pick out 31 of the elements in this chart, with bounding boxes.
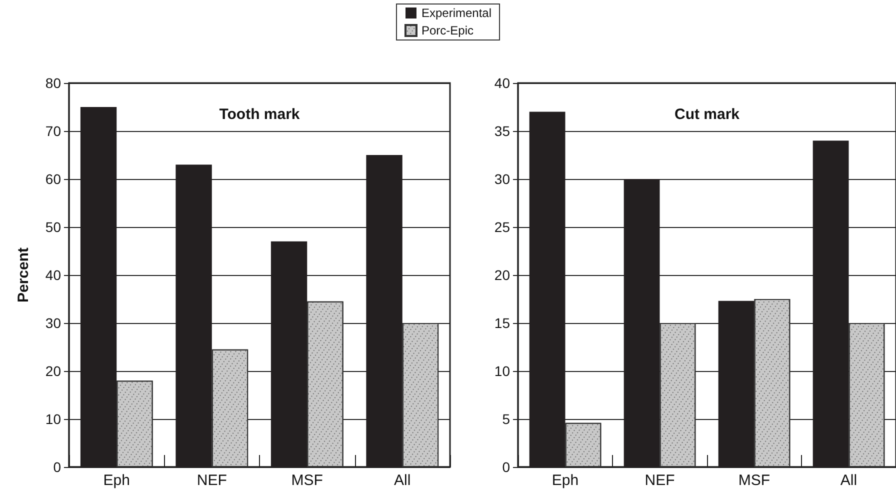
text: Cut mark [674, 106, 740, 123]
y-tick-label: 10 [494, 363, 510, 379]
y-tick-label: 60 [45, 171, 62, 187]
x-tick-label: NEF [196, 472, 227, 489]
y-tick-label: 30 [494, 171, 510, 187]
y-axis-title: Percent [15, 247, 32, 303]
x-tick-label: MSF [738, 472, 770, 489]
y-tick-label: 25 [494, 219, 510, 235]
x-tick-label: All [394, 472, 411, 489]
y-tick-label: 40 [494, 75, 510, 91]
y-tick-label: 40 [45, 267, 62, 283]
y-tick-label: 0 [502, 459, 510, 475]
y-tick-label: 35 [494, 123, 510, 139]
y-tick-label: 20 [494, 267, 510, 283]
y-tick-label: 15 [494, 315, 510, 331]
legend-label: Porc-Epic [421, 24, 474, 38]
x-tick-label: Eph [103, 472, 130, 489]
y-tick-label: 50 [45, 219, 62, 235]
y-tick-label: 0 [53, 459, 62, 475]
y-tick-label: 5 [502, 411, 510, 427]
y-tick-label: 70 [45, 123, 62, 139]
y-tick-label: 10 [45, 411, 62, 427]
x-tick-label: Eph [552, 472, 579, 489]
x-tick-label: All [840, 472, 858, 489]
y-tick-label: 80 [45, 75, 62, 91]
y-tick-label: 20 [45, 363, 62, 379]
x-tick-label: NEF [644, 472, 675, 489]
y-tick-label: 30 [45, 315, 62, 331]
x-tick-label: MSF [291, 472, 323, 489]
legend-label: Experimental [421, 6, 492, 20]
text: Tooth mark [219, 106, 300, 123]
